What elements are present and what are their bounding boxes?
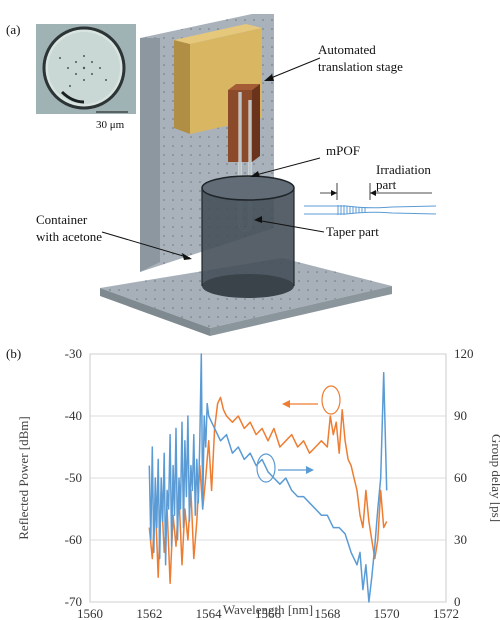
y-tick-label-0: -70 (65, 594, 82, 609)
annotations (256, 385, 341, 483)
callout-mpof: mPOF (326, 143, 360, 158)
callout-stage-line2: translation stage (318, 59, 403, 74)
x-axis-title: Wavelength [nm] (223, 602, 313, 617)
y-tick-label-1: -60 (65, 532, 82, 547)
reflected-power-line (148, 396, 388, 585)
y-tick-labels: -70 -60 -50 -40 -30 (65, 346, 82, 609)
callout-arrowheads (182, 74, 274, 260)
y2-tick-label-1: 30 (454, 532, 467, 547)
x-tick-labels: 1560 1562 1564 1566 1568 1570 1572 (77, 606, 459, 620)
y-tick-label-3: -40 (65, 408, 82, 423)
panel-a-label: (a) (6, 22, 20, 37)
y2-tick-label-2: 60 (454, 470, 467, 485)
callout-irradiation-line2: part (376, 177, 397, 192)
callout-arrows (101, 57, 325, 259)
x-tick-label-6: 1572 (433, 606, 459, 620)
delay-series-highlight (256, 453, 276, 483)
fiber-holder (228, 84, 260, 162)
spectrum-chart: (b) 1560 1562 1564 1566 1568 1570 1572 -70-60-… (6, 346, 500, 620)
x-tick-label-1: 1562 (136, 606, 162, 620)
y2-tick-label-4: 120 (454, 346, 474, 361)
gridlines (90, 353, 446, 603)
x-tick-label-2: 1564 (196, 606, 223, 620)
y2-tick-labels: 0 30 60 90 120 (454, 346, 474, 609)
acetone-container (201, 175, 295, 298)
panel-b-label: (b) (6, 346, 21, 361)
callout-stage-line1: Automated (318, 42, 376, 57)
x-tick-label-0: 1560 (77, 606, 103, 620)
y2-tick-label-3: 90 (454, 408, 467, 423)
callout-container-line1: Container (36, 212, 88, 227)
y-tick-label-4: -30 (65, 346, 82, 361)
y-tick-label-2: -50 (65, 470, 82, 485)
scale-bar-label: 30 μm (96, 119, 125, 131)
taper-illustration (304, 183, 437, 215)
reflected-series-highlight (321, 385, 341, 415)
y-axis-title: Reflected Power [dBm] (16, 416, 31, 539)
fiber-cross-section-inset: 30 μm (36, 24, 136, 131)
callout-irradiation-line1: Irradiation (376, 162, 431, 177)
callout-taper: Taper part (326, 224, 379, 239)
x-tick-label-4: 1568 (314, 606, 340, 620)
series-layer (148, 353, 388, 603)
y2-tick-label-0: 0 (454, 594, 461, 609)
group-delay-line (148, 353, 388, 603)
callout-container-line2: with acetone (36, 229, 102, 244)
schematic-panel: (a) 30 μm (6, 14, 437, 336)
y2-axis-title: Group delay [ps] (489, 434, 500, 522)
x-tick-label-3: 1566 (255, 606, 282, 620)
x-tick-label-5: 1570 (374, 606, 400, 620)
